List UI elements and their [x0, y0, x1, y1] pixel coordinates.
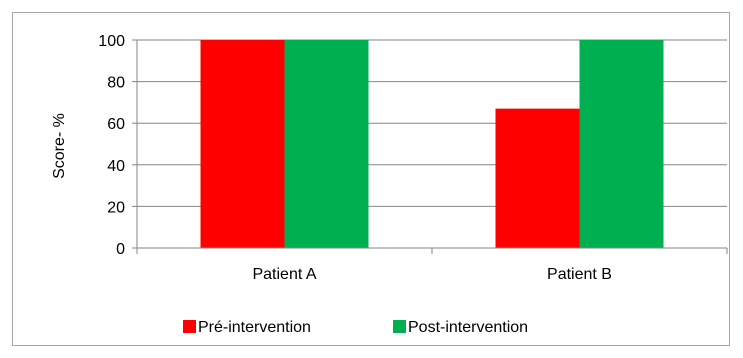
legend: Pré-intervention Post-intervention — [183, 319, 528, 336]
x-category-label-2: Patient B — [547, 266, 612, 283]
y-ticks: 0 20 40 60 80 100 — [98, 33, 137, 258]
legend-label-1: Pré-intervention — [198, 319, 311, 336]
y-tick-label-40: 40 — [107, 158, 125, 175]
y-axis-title: Score- % — [51, 113, 68, 179]
legend-label-2: Post-intervention — [408, 319, 528, 336]
bar-patient-b-series-1 — [495, 108, 580, 248]
y-tick-label-80: 80 — [107, 75, 125, 92]
y-tick-label-20: 20 — [107, 199, 125, 216]
bar-patient-a-series-2 — [284, 40, 369, 248]
bar-patient-a-series-1 — [200, 40, 285, 248]
bar-patient-b-series-2 — [579, 40, 664, 248]
y-tick-label-60: 60 — [107, 116, 125, 133]
x-category-label-1: Patient A — [252, 266, 316, 283]
bars — [200, 40, 664, 248]
y-tick-label-0: 0 — [116, 241, 125, 258]
x-ticks: Patient A Patient B — [136, 248, 728, 283]
legend-swatch-2 — [393, 320, 406, 333]
legend-swatch-1 — [183, 320, 196, 333]
y-tick-label-100: 100 — [98, 33, 125, 50]
